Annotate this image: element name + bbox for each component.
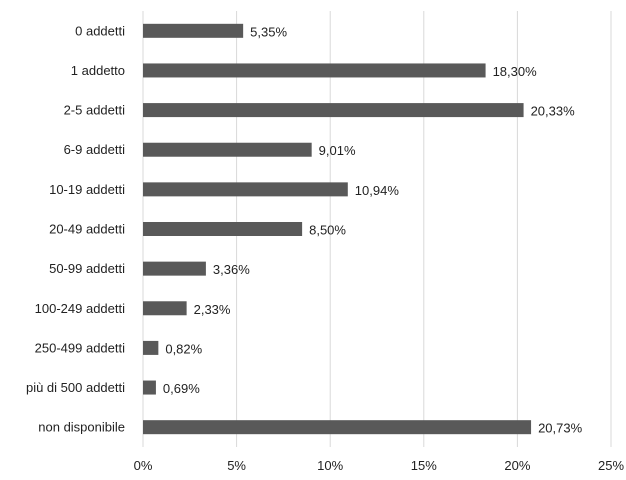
bar: [143, 340, 159, 355]
data-label: 2,33%: [194, 302, 231, 317]
category-label: 2-5 addetti: [64, 103, 126, 118]
data-label: 9,01%: [319, 143, 356, 158]
x-tick-label: 5%: [227, 458, 246, 473]
data-label: 18,30%: [493, 64, 538, 79]
data-label: 3,36%: [213, 262, 250, 277]
bar: [143, 23, 244, 38]
x-tick-label: 20%: [504, 458, 530, 473]
bar: [143, 420, 532, 435]
data-label: 10,94%: [355, 183, 400, 198]
category-label: non disponibile: [38, 420, 125, 435]
bar: [143, 182, 348, 197]
gridlines: [142, 11, 612, 447]
category-label: 6-9 addetti: [64, 142, 126, 157]
x-tick-label: 10%: [317, 458, 343, 473]
bars: [143, 23, 532, 435]
bar: [143, 142, 312, 157]
data-labels: 5,35% 18,30% 20,33% 9,01% 10,94% 8,50% 3,36% 2,…: [163, 24, 583, 435]
category-label: 50-99 addetti: [49, 261, 125, 276]
x-tick-label: 0%: [134, 458, 153, 473]
data-label: 20,33%: [531, 104, 576, 119]
bar: [143, 63, 486, 78]
category-label: 250-499 addetti: [35, 340, 125, 355]
data-label: 0,69%: [163, 381, 200, 396]
category-label: 1 addetto: [71, 63, 125, 78]
x-tick-label: 15%: [411, 458, 437, 473]
category-label: 0 addetti: [75, 23, 125, 38]
data-label: 0,82%: [165, 341, 202, 356]
category-label: 10-19 addetti: [49, 182, 125, 197]
data-label: 8,50%: [309, 223, 346, 238]
bar: [143, 103, 524, 118]
bar: [143, 380, 156, 395]
category-label: più di 500 addetti: [26, 380, 125, 395]
x-axis-ticks: 0% 5% 10% 15% 20% 25%: [134, 458, 625, 473]
bar: [143, 261, 206, 276]
bar: [143, 301, 187, 316]
data-label: 20,73%: [538, 421, 583, 436]
x-tick-label: 25%: [598, 458, 624, 473]
bar: [143, 222, 303, 236]
category-label: 20-49 addetti: [49, 222, 125, 237]
category-label: 100-249 addetti: [35, 301, 125, 316]
y-axis-labels: 0 addetti 1 addetto 2-5 addetti 6-9 addetti…: [26, 23, 125, 434]
data-label: 5,35%: [250, 24, 287, 39]
